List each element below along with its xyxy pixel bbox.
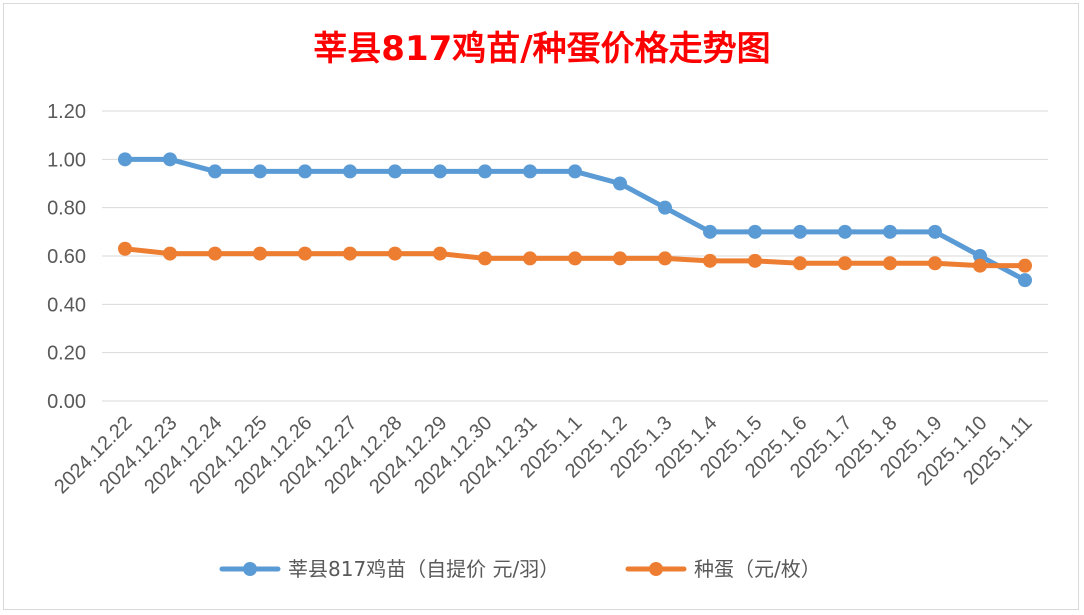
data-point <box>298 246 312 261</box>
data-point <box>118 152 132 167</box>
data-point <box>208 246 222 261</box>
data-point <box>298 164 312 179</box>
data-point <box>388 246 402 261</box>
series-1 <box>118 241 1032 273</box>
chart-frame <box>3 3 1079 610</box>
data-point <box>568 251 582 266</box>
data-point <box>433 164 447 179</box>
data-point <box>973 258 987 273</box>
legend-marker <box>649 562 663 576</box>
y-tick-label: 1.00 <box>47 149 86 171</box>
data-point <box>253 246 267 261</box>
legend-label: 种蛋（元/枚） <box>694 557 821 581</box>
legend-label: 莘县817鸡苗（自提价 元/羽） <box>288 557 559 581</box>
data-point <box>568 164 582 179</box>
data-point <box>253 164 267 179</box>
x-axis-ticks: 2024.12.222024.12.232024.12.242024.12.25… <box>50 412 1036 498</box>
data-point <box>1018 258 1032 273</box>
data-point <box>523 164 537 179</box>
data-point <box>343 246 357 261</box>
data-point <box>793 256 807 271</box>
data-point <box>118 241 132 256</box>
data-point <box>658 251 672 266</box>
y-tick-label: 0.20 <box>47 343 86 365</box>
data-point <box>1018 273 1032 288</box>
legend-marker <box>243 562 257 576</box>
data-point <box>388 164 402 179</box>
data-point <box>928 256 942 271</box>
y-tick-label: 0.40 <box>47 294 86 316</box>
data-point <box>343 164 357 179</box>
y-tick-label: 1.20 <box>47 101 86 123</box>
data-point <box>928 224 942 239</box>
data-point <box>793 224 807 239</box>
data-point <box>478 251 492 266</box>
y-tick-label: 0.00 <box>47 391 86 413</box>
legend: 莘县817鸡苗（自提价 元/羽） 种蛋（元/枚） <box>219 557 821 581</box>
data-point <box>883 224 897 239</box>
y-axis-ticks: 0.00 0.20 0.40 0.60 0.80 1.00 1.20 <box>47 101 86 413</box>
data-point <box>838 256 852 271</box>
series-layer <box>118 152 1032 288</box>
chart-title: 莘县817鸡苗/种蛋价格走势图 <box>313 29 770 69</box>
legend-item: 种蛋（元/枚） <box>625 557 821 581</box>
y-tick-label: 0.80 <box>47 198 86 220</box>
data-point <box>703 253 717 268</box>
data-point <box>658 200 672 215</box>
data-point <box>478 164 492 179</box>
data-point <box>163 246 177 261</box>
data-point <box>748 253 762 268</box>
data-point <box>613 251 627 266</box>
data-point <box>208 164 222 179</box>
data-point <box>613 176 627 191</box>
legend-item: 莘县817鸡苗（自提价 元/羽） <box>219 557 559 581</box>
data-point <box>883 256 897 271</box>
data-point <box>703 224 717 239</box>
data-point <box>748 224 762 239</box>
data-point <box>838 224 852 239</box>
data-point <box>433 246 447 261</box>
data-point <box>523 251 537 266</box>
y-tick-label: 0.60 <box>47 246 86 268</box>
data-point <box>163 152 177 167</box>
series-0 <box>118 152 1032 288</box>
data-point <box>973 249 987 263</box>
